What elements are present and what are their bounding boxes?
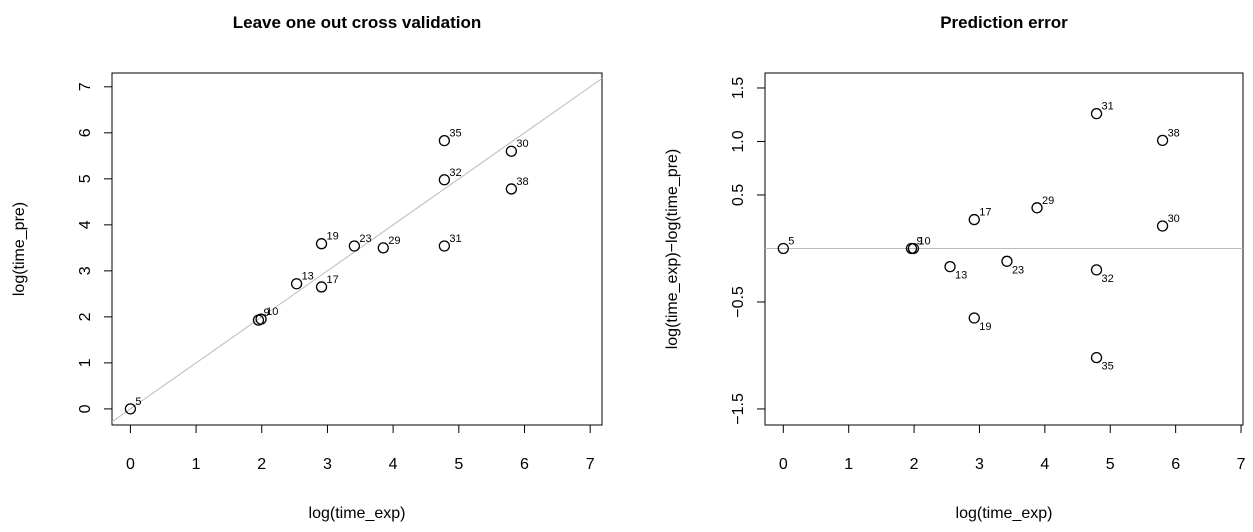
x-tick-label: 2 bbox=[910, 456, 919, 473]
point bbox=[1090, 264, 1103, 276]
point bbox=[1090, 351, 1103, 364]
point-label: 23 bbox=[1012, 264, 1024, 276]
x-tick-label: 4 bbox=[1040, 456, 1049, 473]
point bbox=[255, 313, 267, 325]
y-tick-label: 6 bbox=[77, 128, 94, 137]
point bbox=[1001, 255, 1013, 267]
point bbox=[124, 403, 137, 415]
point-label: 38 bbox=[516, 176, 528, 188]
point-label: 29 bbox=[388, 235, 400, 247]
y-tick-label: −0.5 bbox=[730, 286, 747, 318]
point bbox=[907, 242, 920, 255]
chart-title: Leave one out cross validation bbox=[233, 13, 481, 32]
y-tick-label: 5 bbox=[77, 174, 94, 183]
plot-box bbox=[764, 72, 1244, 426]
point-label: 17 bbox=[327, 274, 339, 286]
point bbox=[438, 134, 451, 147]
point bbox=[438, 240, 451, 252]
chart-title: Prediction error bbox=[940, 13, 1068, 32]
y-tick-label: 0.5 bbox=[730, 184, 747, 206]
x-tick-label: 4 bbox=[389, 456, 398, 473]
x-tick-label: 7 bbox=[1237, 456, 1246, 473]
point bbox=[1156, 220, 1169, 232]
point-label: 13 bbox=[955, 270, 967, 282]
point bbox=[505, 183, 518, 195]
x-tick-label: 6 bbox=[520, 456, 529, 473]
point bbox=[290, 278, 303, 290]
x-tick-label: 5 bbox=[1106, 456, 1115, 473]
point-label: 35 bbox=[449, 128, 461, 140]
point-label: 35 bbox=[1102, 361, 1114, 373]
point bbox=[1156, 134, 1169, 147]
point-label: 32 bbox=[1102, 273, 1114, 285]
point bbox=[968, 213, 980, 226]
y-tick-label: 1.5 bbox=[730, 77, 747, 99]
point bbox=[505, 145, 518, 157]
y-axis-label: log(time_pre) bbox=[11, 202, 28, 296]
point-label: 29 bbox=[1042, 195, 1054, 207]
point bbox=[348, 240, 361, 252]
point-label: 38 bbox=[1168, 127, 1180, 139]
point-label: 9 bbox=[916, 235, 922, 247]
x-tick-label: 5 bbox=[454, 456, 463, 473]
point-label: 17 bbox=[979, 207, 991, 219]
point-label: 30 bbox=[1168, 213, 1180, 225]
x-tick-label: 0 bbox=[779, 456, 788, 473]
x-tick-label: 1 bbox=[844, 456, 853, 473]
x-tick-label: 6 bbox=[1171, 456, 1180, 473]
point-label: 19 bbox=[979, 321, 991, 333]
point bbox=[315, 238, 328, 250]
point-label: 9 bbox=[263, 307, 269, 319]
point-label: 32 bbox=[449, 167, 461, 179]
y-tick-label: 1.0 bbox=[730, 130, 747, 152]
point bbox=[968, 312, 980, 324]
x-axis-label: log(time_exp) bbox=[309, 505, 406, 522]
x-tick-label: 2 bbox=[257, 456, 266, 473]
x-tick-label: 3 bbox=[323, 456, 332, 473]
y-tick-label: 1 bbox=[77, 358, 94, 367]
x-tick-label: 0 bbox=[126, 456, 135, 473]
point bbox=[1031, 202, 1043, 214]
point bbox=[438, 174, 451, 186]
y-tick-label: 7 bbox=[77, 82, 94, 91]
point-label: 10 bbox=[266, 306, 278, 318]
point-label: 19 bbox=[327, 231, 339, 243]
point-label: 10 bbox=[918, 235, 930, 247]
point-label: 30 bbox=[516, 138, 528, 150]
point bbox=[944, 261, 956, 273]
x-tick-label: 7 bbox=[586, 456, 595, 473]
point bbox=[315, 281, 328, 293]
point-label: 31 bbox=[449, 233, 461, 245]
x-tick-label: 1 bbox=[192, 456, 201, 473]
y-tick-label: −1.5 bbox=[730, 393, 747, 425]
y-axis-label: log(time_exp)−log(time_pre) bbox=[664, 149, 681, 350]
point-label: 5 bbox=[788, 235, 794, 247]
point-label: 31 bbox=[1102, 101, 1114, 113]
y-tick-label: 2 bbox=[77, 312, 94, 321]
point bbox=[1090, 108, 1103, 120]
point-label: 5 bbox=[135, 396, 141, 408]
y-tick-label: 0 bbox=[77, 404, 94, 413]
x-axis-label: log(time_exp) bbox=[956, 505, 1053, 522]
point-label: 13 bbox=[302, 271, 314, 283]
x-tick-label: 3 bbox=[975, 456, 984, 473]
point bbox=[377, 242, 389, 254]
y-tick-label: 4 bbox=[77, 220, 94, 229]
plot-box bbox=[111, 72, 603, 426]
point-label: 23 bbox=[359, 233, 371, 245]
point bbox=[777, 242, 789, 255]
y-tick-label: 3 bbox=[77, 266, 94, 275]
